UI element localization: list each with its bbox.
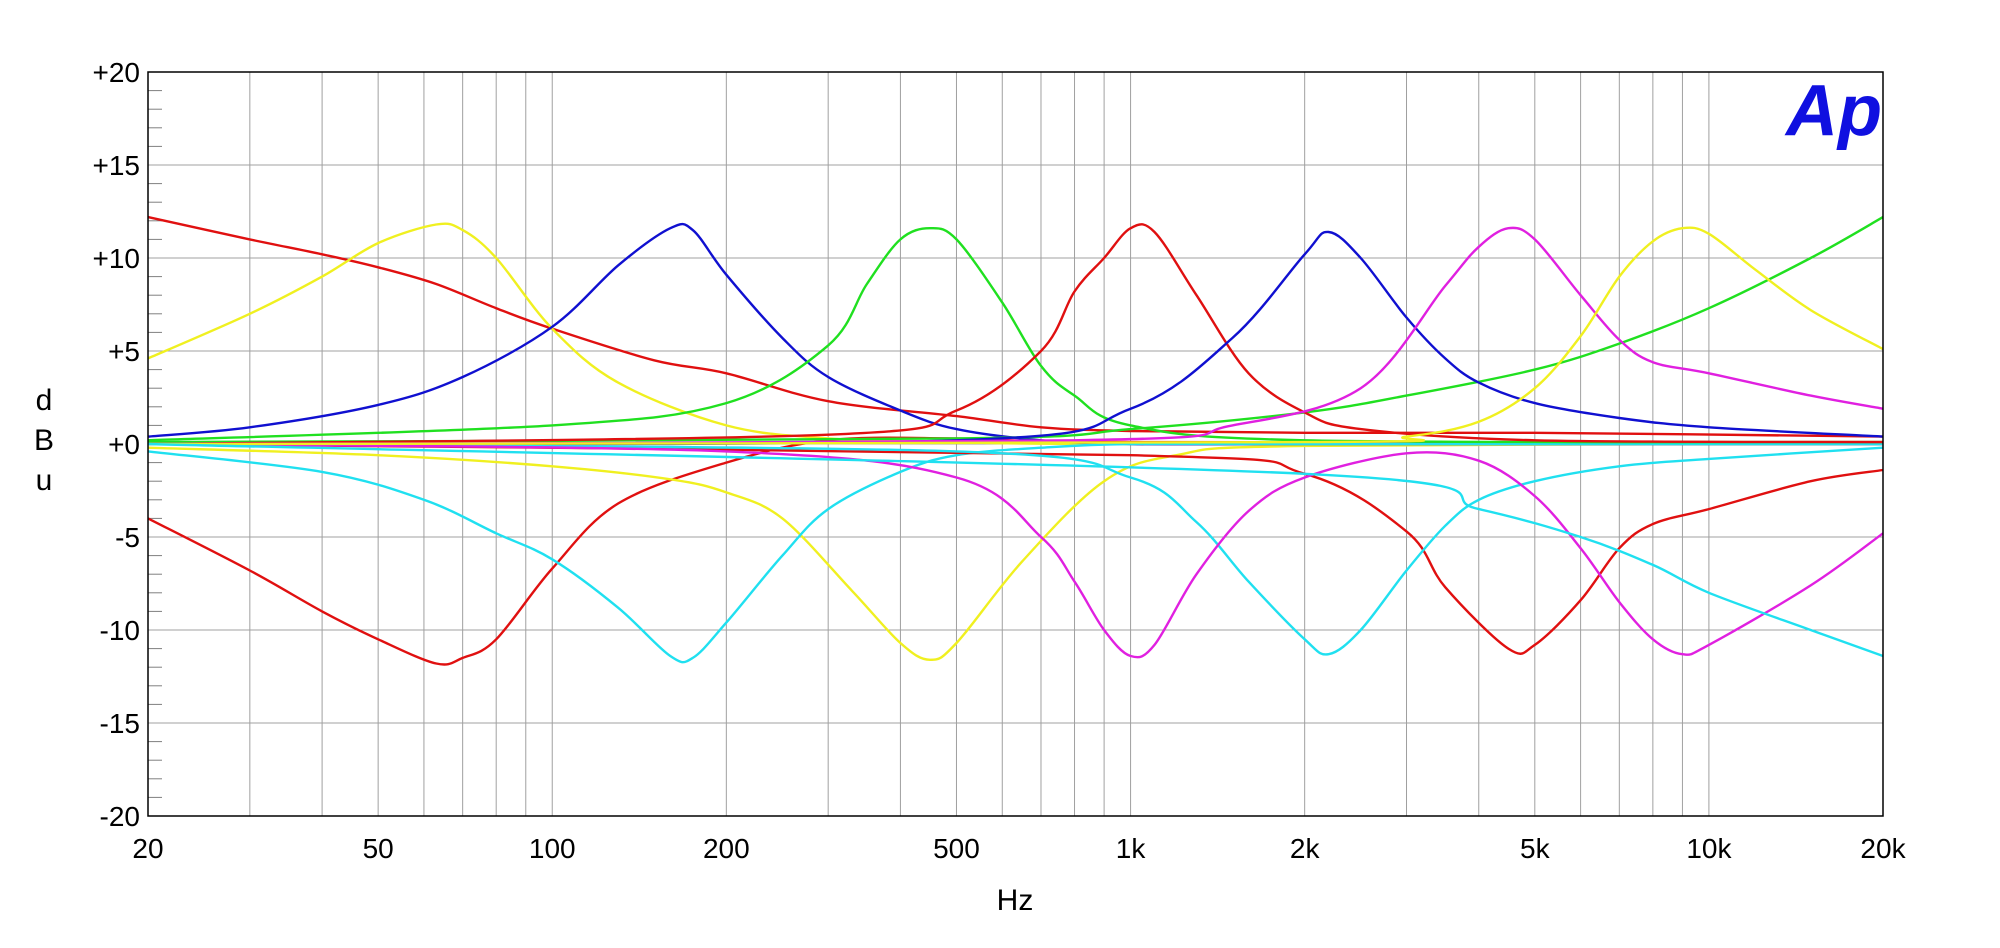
y-axis-title-letter-b: B [34,424,54,457]
x-tick-label: 20k [1860,833,1906,864]
y-tick-label: -10 [100,615,140,646]
y-tick-label: +0 [108,429,140,460]
x-tick-label: 5k [1520,833,1551,864]
y-tick-label: +15 [93,150,141,181]
series-layer [147,215,1884,666]
y-axis-title-letter-d: d [36,384,53,417]
x-tick-label: 20 [132,833,163,864]
x-tick-labels: 20 50 100 200 500 1k 2k 5k 10k 20k [132,833,1906,864]
series-line-12 [147,442,1884,656]
y-axis-title-letter-u: u [36,464,53,497]
y-tick-label: +20 [93,57,141,88]
y-tick-label: -5 [115,522,140,553]
series-line-1 [147,215,1884,438]
series-line-14 [147,442,1884,659]
y-tick-label: +5 [108,336,140,367]
series-line-8 [147,216,1884,444]
x-tick-label: 200 [703,833,750,864]
y-tick-label: -20 [100,801,140,832]
x-tick-label: 100 [529,833,576,864]
y-tick-label: -15 [100,708,140,739]
series-line-6 [147,442,1883,664]
series-line-15 [147,226,1884,446]
x-tick-label: 500 [933,833,980,864]
series-line-7 [147,226,1884,444]
x-axis-title: Hz [997,884,1034,917]
series-line-16 [147,442,1884,658]
y-tick-label: +10 [93,243,141,274]
series-line-4 [147,442,1884,661]
series-line-13 [147,226,1884,446]
x-tick-label: 10k [1686,833,1732,864]
plot-frame [147,71,1884,817]
x-tick-label: 2k [1290,833,1321,864]
x-tick-label: 50 [363,833,394,864]
x-tick-label: 1k [1116,833,1147,864]
y-tick-labels: +20 +15 +10 +5 +0 -5 -10 -15 -20 [93,57,141,832]
ap-logo: Ap [1784,71,1882,151]
